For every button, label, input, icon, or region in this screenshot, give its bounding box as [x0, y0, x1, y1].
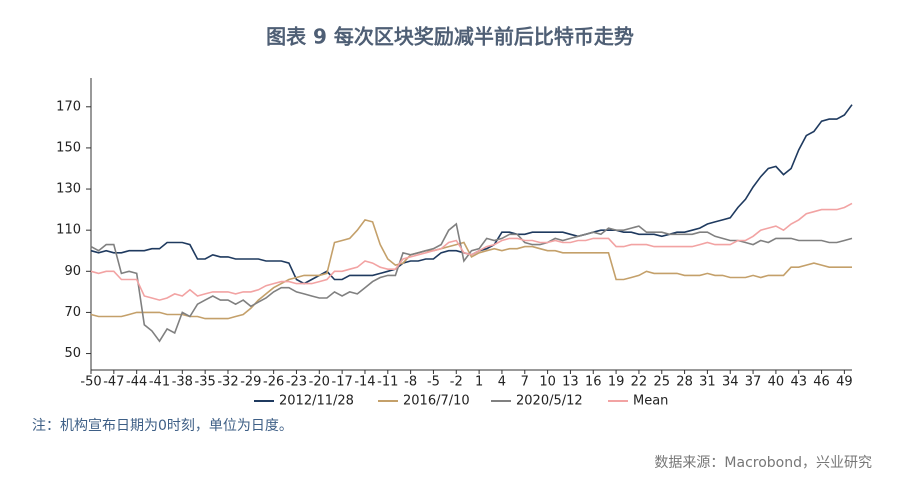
y-tick-label: 150	[56, 140, 81, 155]
x-tick-label: 13	[562, 375, 579, 390]
x-tick-label: 25	[653, 375, 670, 390]
x-tick-label: -47	[103, 375, 124, 390]
x-tick-label: 46	[813, 375, 830, 390]
legend-label: 2020/5/12	[516, 394, 583, 409]
series-line	[90, 202, 853, 301]
x-tick-label: -11	[377, 375, 398, 390]
x-tick-label: -32	[217, 375, 238, 390]
chart-title: 图表 9 每次区块奖励减半前后比特币走势	[266, 25, 634, 49]
x-tick-label: -20	[309, 375, 330, 390]
series-line	[90, 222, 853, 343]
x-tick-label: -44	[126, 375, 147, 390]
x-tick-label: 28	[676, 375, 693, 390]
x-tick-label: -8	[404, 375, 417, 390]
x-tick-label: 37	[745, 375, 762, 390]
x-tick-label: -2	[450, 375, 463, 390]
x-tick-label: -29	[240, 375, 261, 390]
legend-label: 2016/7/10	[403, 394, 470, 409]
x-tick-label: -17	[332, 375, 353, 390]
x-tick-label: -38	[172, 375, 193, 390]
y-tick-label: 70	[64, 305, 81, 320]
x-tick-label: 16	[585, 375, 602, 390]
x-tick-label: 10	[539, 375, 556, 390]
x-tick-label: 4	[498, 375, 506, 390]
y-tick-label: 170	[56, 99, 81, 114]
x-tick-label: 19	[608, 375, 625, 390]
note: 注：机构宣布日期为0时刻，单位为日度。	[32, 418, 293, 434]
x-tick-label: -5	[427, 375, 440, 390]
x-tick-label: -14	[354, 375, 375, 390]
x-tick-label: 43	[790, 375, 807, 390]
x-tick-label: -23	[286, 375, 307, 390]
x-tick-label: 49	[836, 375, 853, 390]
series-line	[90, 218, 852, 320]
legend-label: 2012/11/28	[279, 394, 354, 409]
legend-label: Mean	[633, 394, 668, 409]
y-tick-label: 110	[56, 223, 81, 238]
x-tick-label: 31	[699, 375, 716, 390]
x-tick-label: 34	[722, 375, 739, 390]
x-tick-label: 40	[768, 375, 785, 390]
x-tick-label: 22	[631, 375, 648, 390]
y-tick-label: 90	[64, 264, 81, 279]
x-tick-label: -41	[149, 375, 170, 390]
y-tick-label: 50	[64, 346, 81, 361]
x-tick-label: 1	[475, 375, 483, 390]
x-tick-label: 7	[521, 375, 529, 390]
source: 数据来源：Macrobond，兴业研究	[654, 455, 872, 471]
x-tick-label: -50	[80, 375, 101, 390]
x-tick-label: -35	[195, 375, 216, 390]
y-tick-label: 130	[56, 182, 81, 197]
x-tick-label: -26	[263, 375, 284, 390]
